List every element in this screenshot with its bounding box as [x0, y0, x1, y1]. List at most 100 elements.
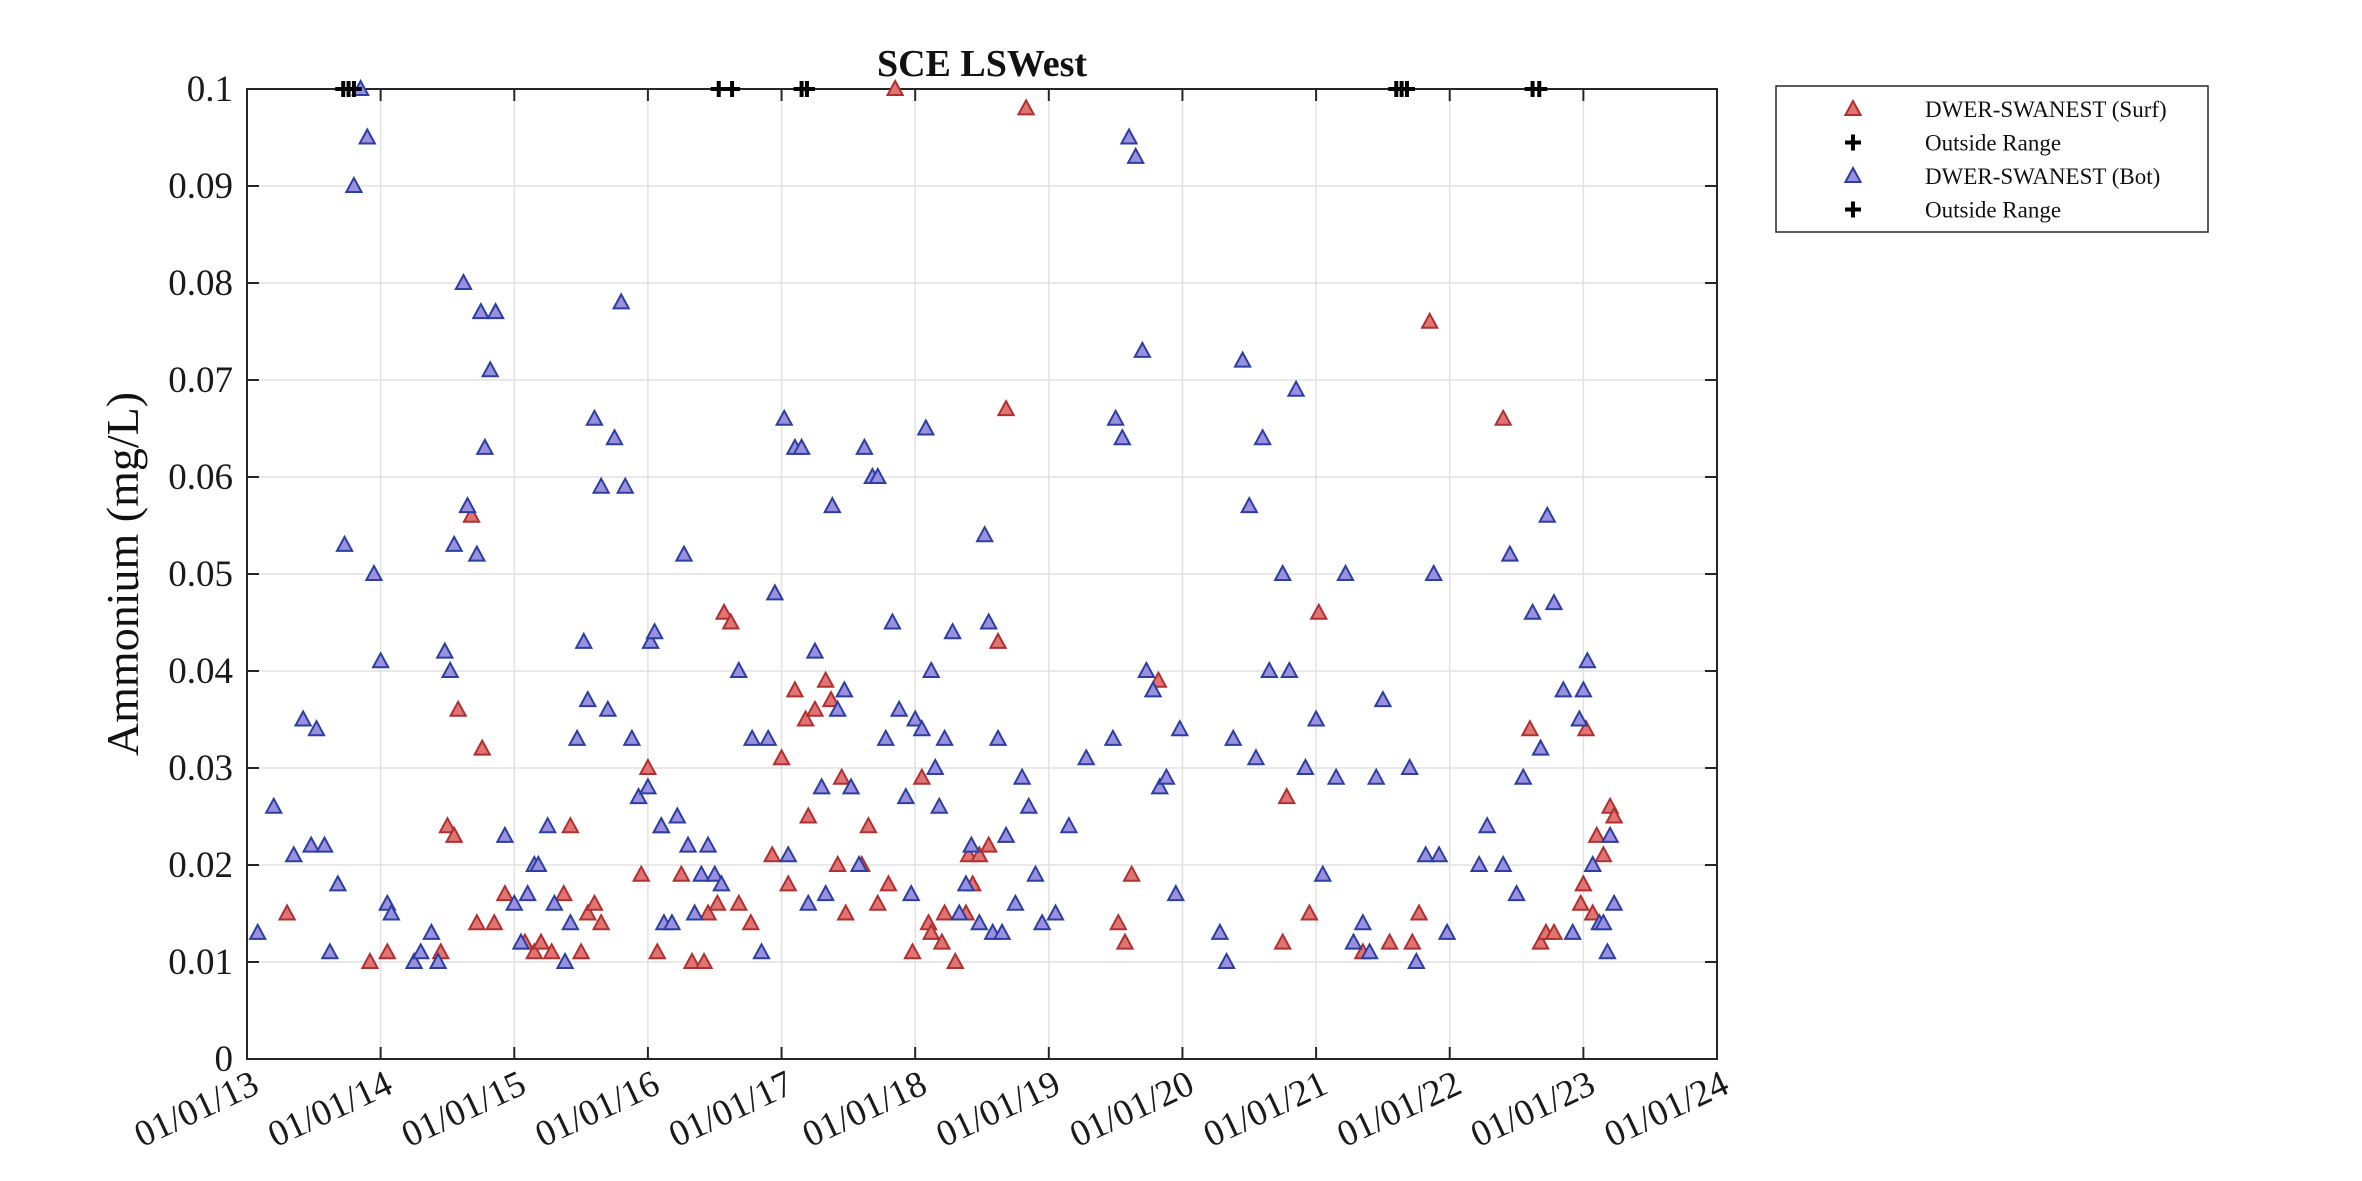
point-dwer-swanest-bot — [454, 272, 473, 290]
point-dwer-swanest-bot — [970, 913, 989, 931]
point-dwer-swanest-surf — [721, 612, 741, 630]
point-dwer-swanest-surf — [484, 913, 504, 931]
point-dwer-swanest-bot — [988, 728, 1008, 746]
y-tick-label: 0.07 — [168, 360, 233, 401]
y-tick-label: 0 — [215, 1039, 234, 1080]
point-dwer-swanest-bot — [504, 893, 524, 911]
point-dwer-swanest-surf — [741, 913, 761, 931]
point-dwer-swanest-bot — [1119, 127, 1139, 145]
point-dwer-swanest-surf — [772, 748, 791, 766]
point-dwer-swanest-bot — [1400, 757, 1419, 775]
point-dwer-swanest-bot — [876, 728, 896, 746]
point-dwer-swanest-bot — [925, 757, 945, 775]
point-dwer-swanest-bot — [435, 641, 455, 659]
point-dwer-swanest-bot — [1286, 379, 1306, 397]
point-dwer-swanest-bot — [921, 660, 941, 678]
point-dwer-swanest-surf — [1576, 719, 1596, 737]
point-dwer-swanest-bot — [901, 884, 921, 902]
point-dwer-swanest-surf — [1594, 845, 1613, 863]
point-dwer-swanest-surf — [816, 670, 835, 688]
point-dwer-swanest-surf — [438, 816, 457, 834]
point-dwer-swanest-bot — [1126, 146, 1145, 164]
point-dwer-swanest-surf — [462, 505, 481, 523]
point-dwer-swanest-surf — [879, 874, 898, 892]
point-dwer-swanest-bot — [1507, 884, 1526, 902]
point-dwer-swanest-bot — [1493, 854, 1513, 872]
point-dwer-swanest-bot — [545, 893, 564, 911]
point-dwer-swanest-bot — [1103, 728, 1123, 746]
point-dwer-swanest-bot — [674, 544, 694, 562]
point-dwer-swanest-bot — [1360, 942, 1379, 960]
point-dwer-swanest-surf — [778, 874, 798, 892]
y-tick-label: 0.05 — [168, 554, 233, 595]
point-dwer-swanest-bot — [1353, 913, 1373, 931]
point-dwer-swanest-surf — [868, 893, 888, 911]
point-dwer-swanest-bot — [1594, 913, 1613, 931]
point-dwer-swanest-surf — [472, 738, 492, 756]
point-dwer-swanest-surf — [979, 835, 998, 853]
point-dwer-swanest-bot — [1407, 951, 1426, 969]
point-dwer-swanest-surf — [970, 845, 989, 863]
point-dwer-swanest-surf — [945, 951, 965, 969]
point-dwer-swanest-surf — [591, 913, 611, 931]
point-dwer-swanest-bot — [1344, 932, 1363, 950]
point-dwer-swanest-surf — [828, 854, 847, 872]
point-dwer-swanest-surf — [988, 631, 1008, 649]
legend-label: DWER-SWANEST (Surf) — [1925, 97, 2167, 122]
point-dwer-swanest-bot — [611, 292, 631, 310]
point-dwer-swanest-bot — [335, 534, 354, 552]
point-dwer-swanest-bot — [444, 534, 464, 552]
point-dwer-swanest-bot — [685, 903, 704, 921]
point-dwer-swanest-bot — [1513, 767, 1533, 785]
point-dwer-swanest-bot — [678, 835, 698, 853]
point-dwer-swanest-surf — [1574, 874, 1593, 892]
point-dwer-swanest-bot — [855, 437, 874, 455]
point-dwer-swanest-surf — [585, 893, 604, 911]
point-dwer-swanest-bot — [284, 845, 304, 863]
point-dwer-swanest-surf — [698, 903, 718, 921]
legend-marker-plus — [1845, 201, 1861, 218]
point-dwer-swanest-surf — [1409, 903, 1429, 921]
y-tick-label: 0.04 — [168, 651, 233, 692]
point-dwer-swanest-bot — [467, 544, 487, 562]
point-dwer-swanest-bot — [835, 680, 854, 698]
point-dwer-swanest-bot — [996, 825, 1016, 843]
point-dwer-swanest-bot — [774, 408, 794, 426]
point-dwer-swanest-bot — [823, 496, 842, 514]
point-dwer-swanest-surf — [708, 893, 727, 911]
point-dwer-swanest-bot — [301, 835, 321, 853]
point-dwer-swanest-bot — [518, 884, 537, 902]
y-tick-label: 0.03 — [168, 748, 233, 789]
point-dwer-swanest-surf — [1277, 787, 1296, 805]
y-tick-label: 0.01 — [168, 942, 233, 983]
point-dwer-swanest-bot — [1233, 350, 1252, 368]
point-outside-range — [1531, 81, 1548, 97]
point-dwer-swanest-surf — [912, 767, 932, 785]
point-dwer-swanest-bot — [598, 699, 618, 717]
point-dwer-swanest-surf — [448, 699, 468, 717]
point-dwer-swanest-bot — [1012, 767, 1032, 785]
point-dwer-swanest-surf — [1493, 408, 1513, 426]
point-dwer-swanest-bot — [264, 796, 284, 814]
point-dwer-swanest-bot — [742, 728, 762, 746]
point-dwer-swanest-surf — [1531, 932, 1550, 950]
point-dwer-swanest-bot — [357, 127, 377, 145]
point-dwer-swanest-surf — [638, 757, 658, 775]
point-dwer-swanest-bot — [1032, 913, 1052, 931]
point-dwer-swanest-surf — [832, 767, 851, 785]
point-dwer-swanest-bot — [1260, 660, 1279, 678]
point-dwer-swanest-bot — [849, 854, 869, 872]
point-outside-range — [710, 81, 727, 97]
y-tick-label: 0.09 — [168, 166, 233, 207]
point-dwer-swanest-bot — [1170, 719, 1190, 737]
y-tick-label: 0.08 — [168, 263, 233, 304]
point-dwer-swanest-surf — [921, 922, 941, 940]
point-dwer-swanest-bot — [1600, 825, 1620, 843]
point-dwer-swanest-bot — [1210, 922, 1230, 940]
point-dwer-swanest-surf — [495, 884, 515, 902]
point-dwer-swanest-bot — [1583, 854, 1602, 872]
point-dwer-swanest-bot — [778, 845, 798, 863]
point-dwer-swanest-bot — [956, 874, 976, 892]
point-dwer-swanest-bot — [1246, 748, 1266, 766]
point-dwer-swanest-bot — [328, 874, 348, 892]
